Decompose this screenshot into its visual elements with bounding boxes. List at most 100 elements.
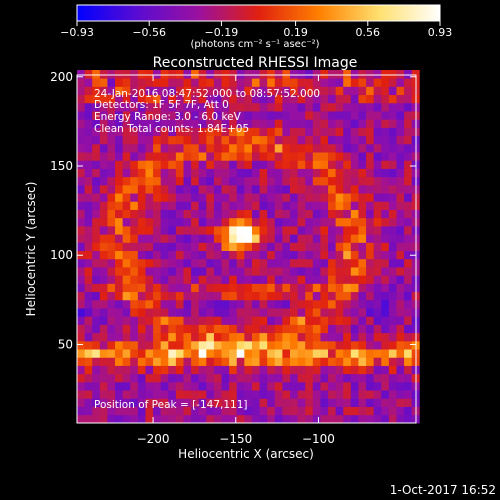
heatmap-cell (115, 143, 124, 153)
heatmap-cell (373, 184, 382, 194)
heatmap-cell (236, 299, 245, 309)
heatmap-cell (267, 283, 276, 293)
heatmap-cell (373, 102, 382, 112)
heatmap-cell (183, 209, 192, 219)
heatmap-cell (312, 176, 321, 186)
heatmap-cell (404, 267, 413, 276)
heatmap-cell (229, 70, 238, 79)
heatmap-cell (396, 242, 405, 252)
heatmap-cell (137, 308, 146, 317)
heatmap-cell (198, 299, 207, 309)
heatmap-cell (404, 78, 413, 87)
heatmap-cell (137, 373, 146, 383)
heatmap-cell (84, 324, 93, 334)
heatmap-cell (115, 86, 124, 96)
heatmap-cell (335, 201, 344, 210)
heatmap-cell (350, 160, 359, 169)
heatmap-cell (388, 201, 397, 210)
heatmap-cell (350, 94, 359, 104)
heatmap-cell (206, 283, 215, 293)
heatmap-cell (213, 209, 222, 219)
heatmap-cell (297, 291, 306, 301)
heatmap-cell (221, 373, 230, 383)
heatmap-cell (274, 390, 283, 399)
heatmap-cell (343, 291, 352, 301)
heatmap-cell (328, 398, 337, 407)
heatmap-cell (388, 184, 397, 194)
heatmap-cell (251, 193, 260, 202)
heatmap-cell (282, 406, 291, 416)
heatmap-cell (404, 176, 413, 186)
heatmap-cell (236, 225, 245, 235)
heatmap-cell (297, 283, 306, 293)
heatmap-cell (122, 250, 131, 260)
heatmap-cell (381, 86, 390, 96)
heatmap-cell (244, 324, 253, 334)
heatmap-cell (259, 184, 268, 194)
heatmap-cell (107, 324, 116, 334)
heatmap-cell (312, 316, 321, 325)
heatmap-cell (130, 365, 139, 375)
heatmap-cell (229, 176, 238, 186)
heatmap-cell (335, 94, 344, 104)
heatmap-cell (160, 373, 169, 383)
heatmap-cell (289, 152, 298, 161)
heatmap-cell (350, 201, 359, 210)
heatmap-cell (145, 283, 154, 293)
heatmap-cell (213, 225, 222, 235)
heatmap-cell (244, 143, 253, 153)
heatmap-cell (373, 250, 382, 260)
heatmap-cell (274, 102, 283, 112)
heatmap-cell (305, 201, 314, 210)
heatmap-cell (404, 234, 413, 243)
heatmap-cell (206, 217, 215, 227)
heatmap-cell (229, 225, 238, 235)
heatmap-cell (99, 349, 108, 358)
heatmap-cell (350, 168, 359, 178)
heatmap-cell (229, 160, 238, 169)
heatmap-cell (221, 275, 230, 284)
heatmap-cell (282, 152, 291, 161)
heatmap-cell (320, 308, 329, 317)
heatmap-cell (381, 299, 390, 309)
heatmap-cell (267, 308, 276, 317)
heatmap-cell (168, 291, 177, 301)
heatmap-cell (206, 250, 215, 260)
heatmap-cell (396, 299, 405, 309)
heatmap-cell (77, 365, 86, 375)
heatmap-cell (404, 324, 413, 334)
heatmap-cell (388, 291, 397, 301)
heatmap-cell (259, 217, 268, 227)
heatmap-cell (183, 225, 192, 235)
heatmap-cell (350, 225, 359, 235)
heatmap-cell (312, 127, 321, 137)
heatmap-cell (274, 398, 283, 407)
heatmap-cell (92, 184, 101, 194)
heatmap-cell (107, 135, 116, 145)
heatmap-cell (305, 127, 314, 137)
heatmap-cell (77, 242, 86, 252)
heatmap-cell (297, 119, 306, 128)
annotation-time-range: 24-Jan-2016 08:47:52.000 to 08:57:52.000 (94, 88, 320, 100)
heatmap-cell (183, 86, 192, 96)
heatmap-cell (358, 127, 367, 137)
heatmap-cell (160, 168, 169, 178)
heatmap-cell (350, 324, 359, 334)
heatmap-cell (122, 127, 131, 137)
heatmap-cell (259, 406, 268, 416)
heatmap-cell (320, 398, 329, 407)
heatmap-cell (137, 176, 146, 186)
heatmap-cell (153, 414, 162, 424)
heatmap-cell (328, 291, 337, 301)
heatmap-cell (183, 242, 192, 252)
heatmap-cell (297, 94, 306, 104)
heatmap-cell (335, 398, 344, 407)
heatmap-cell (145, 258, 154, 268)
heatmap-cell (77, 119, 86, 128)
heatmap-cell (312, 119, 321, 128)
heatmap-cell (168, 209, 177, 219)
heatmap-cell (153, 193, 162, 202)
heatmap-cell (221, 267, 230, 276)
heatmap-cell (168, 217, 177, 227)
heatmap-cell (183, 201, 192, 210)
